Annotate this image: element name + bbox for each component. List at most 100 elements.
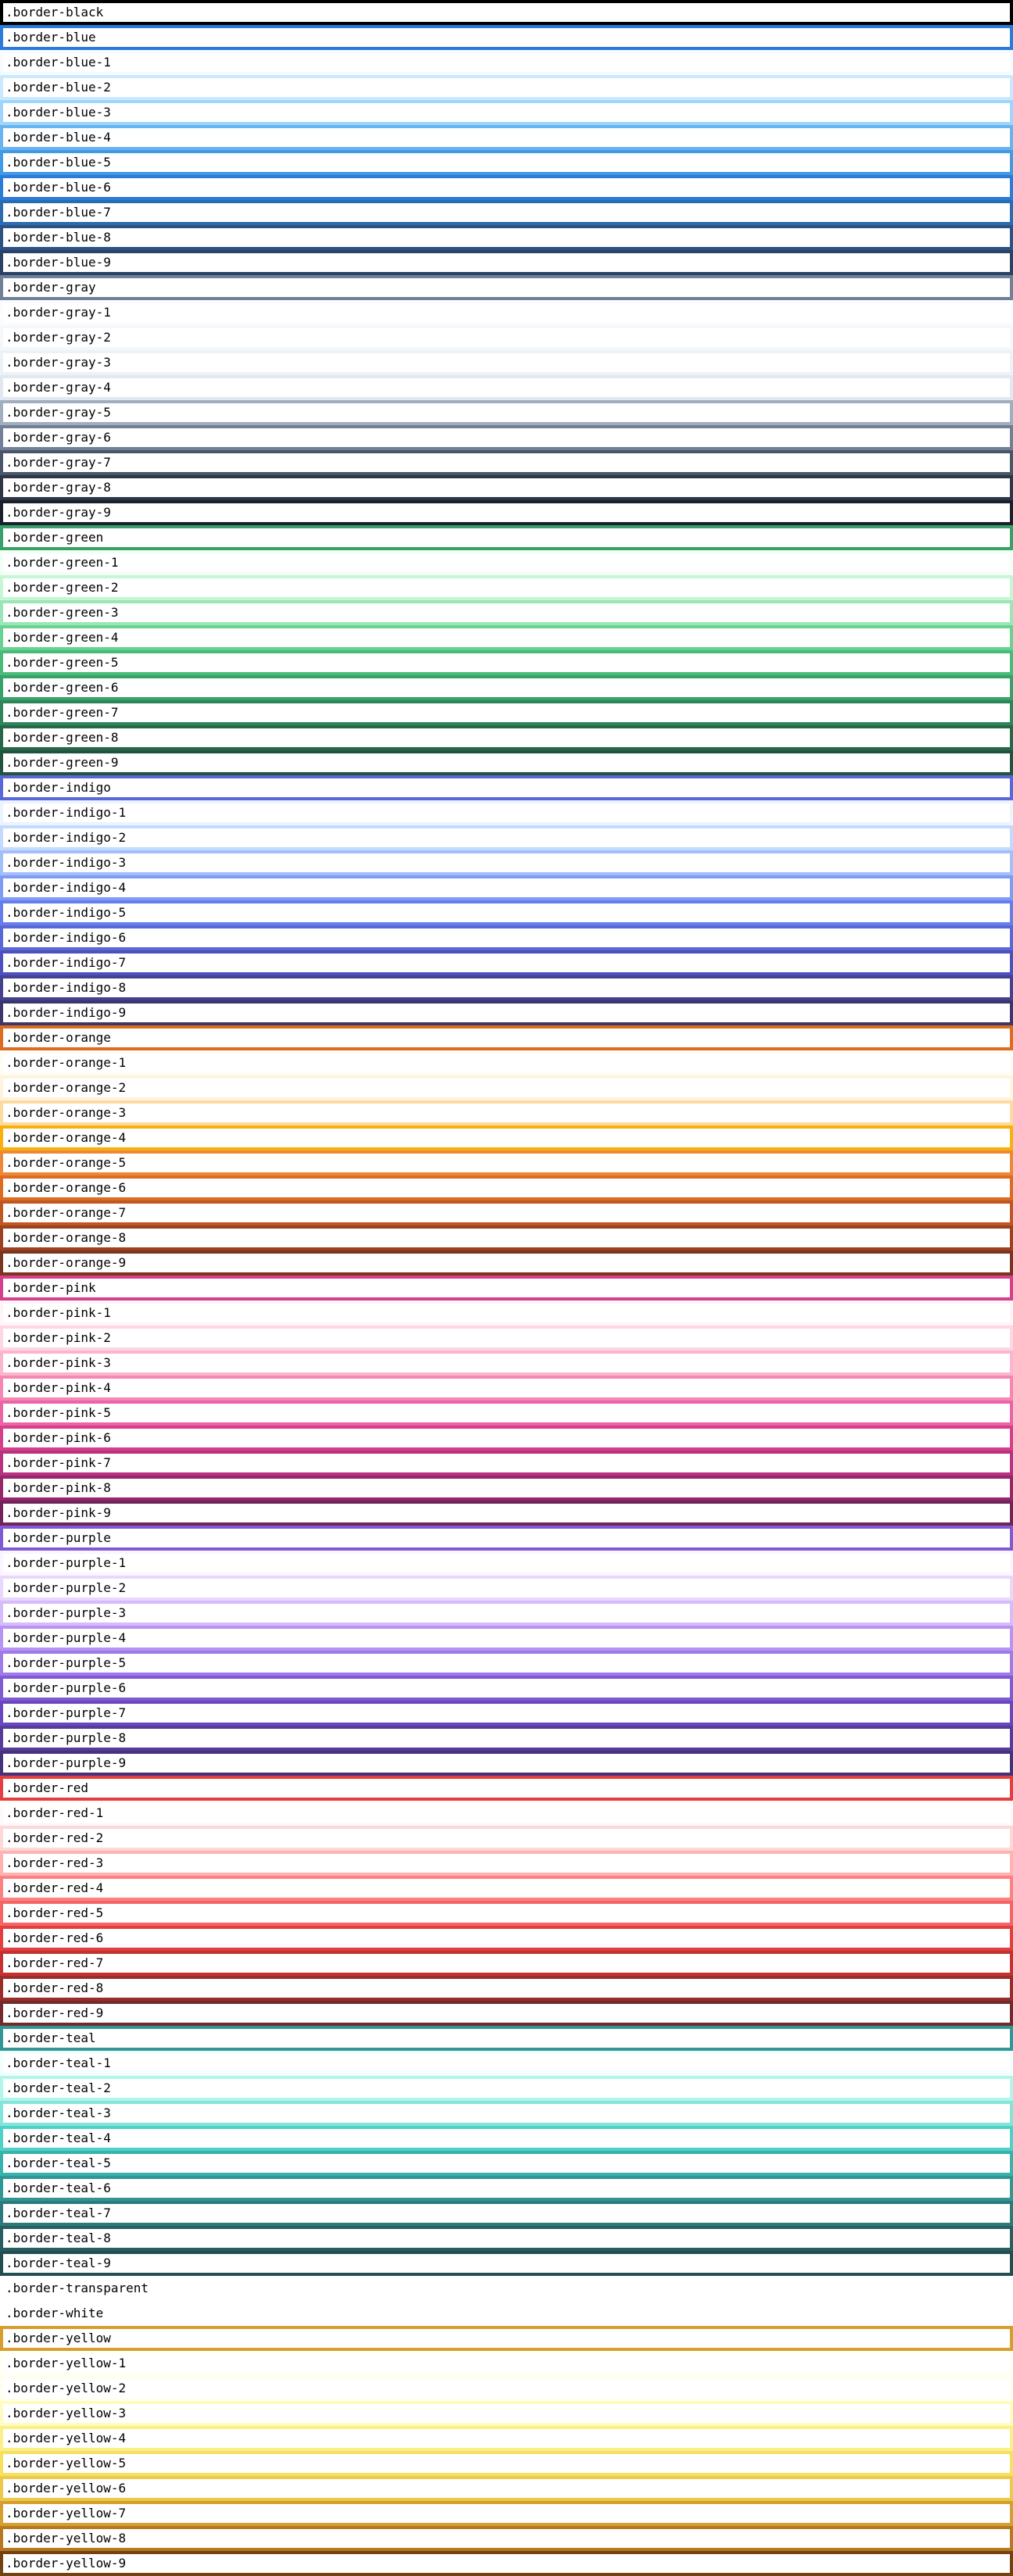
border-swatch-item: .border-red-2	[0, 1826, 1013, 1851]
border-swatch-item: .border-green-6	[0, 675, 1013, 700]
border-swatch-item: .border-pink-4	[0, 1376, 1013, 1401]
border-swatch-item: .border-teal-1	[0, 2051, 1013, 2076]
border-swatch-item: .border-indigo-9	[0, 1000, 1013, 1025]
border-swatch-item: .border-pink-3	[0, 1351, 1013, 1376]
border-swatch-item: .border-red-8	[0, 1976, 1013, 2001]
border-swatch-item: .border-teal-2	[0, 2076, 1013, 2101]
border-swatch-item: .border-teal-8	[0, 2226, 1013, 2251]
border-swatch-item: .border-orange-6	[0, 1175, 1013, 1200]
border-swatch-item: .border-yellow-8	[0, 2526, 1013, 2551]
border-swatch-item: .border-orange-1	[0, 1050, 1013, 1075]
border-swatch-item: .border-gray-6	[0, 425, 1013, 450]
border-swatch-item: .border-orange-2	[0, 1075, 1013, 1100]
border-swatch-item: .border-blue-9	[0, 250, 1013, 275]
border-swatch-item: .border-green-9	[0, 750, 1013, 775]
border-swatch-item: .border-blue-2	[0, 75, 1013, 100]
border-swatch-item: .border-gray-2	[0, 325, 1013, 350]
border-swatch-item: .border-gray-9	[0, 500, 1013, 525]
border-swatch-item: .border-gray-7	[0, 450, 1013, 475]
border-swatch-item: .border-purple-2	[0, 1576, 1013, 1601]
border-swatch-item: .border-indigo-7	[0, 950, 1013, 975]
border-swatch-item: .border-blue-6	[0, 175, 1013, 200]
border-swatch-item: .border-orange	[0, 1025, 1013, 1050]
border-swatch-item: .border-purple-3	[0, 1601, 1013, 1626]
border-swatch-item: .border-orange-4	[0, 1125, 1013, 1150]
border-swatch-item: .border-yellow	[0, 2326, 1013, 2351]
border-swatch-item: .border-purple-6	[0, 1676, 1013, 1701]
border-swatch-item: .border-gray-4	[0, 375, 1013, 400]
border-swatch-item: .border-green-5	[0, 650, 1013, 675]
border-swatch-item: .border-purple-5	[0, 1651, 1013, 1676]
border-swatch-item: .border-purple-8	[0, 1726, 1013, 1751]
border-swatch-item: .border-blue-5	[0, 150, 1013, 175]
border-swatch-item: .border-green	[0, 525, 1013, 550]
border-swatch-item: .border-yellow-4	[0, 2426, 1013, 2451]
border-swatch-item: .border-pink-9	[0, 1501, 1013, 1526]
border-swatch-item: .border-yellow-1	[0, 2351, 1013, 2376]
border-swatch-item: .border-orange-5	[0, 1150, 1013, 1175]
border-swatch-item: .border-teal-5	[0, 2151, 1013, 2176]
border-swatch-item: .border-purple-9	[0, 1751, 1013, 1776]
border-swatch-item: .border-purple-4	[0, 1626, 1013, 1651]
border-swatch-item: .border-indigo-3	[0, 850, 1013, 875]
border-swatch-item: .border-indigo-4	[0, 875, 1013, 900]
border-swatch-item: .border-blue-3	[0, 100, 1013, 125]
border-swatch-item: .border-teal-3	[0, 2101, 1013, 2126]
border-swatch-item: .border-pink-2	[0, 1326, 1013, 1351]
border-swatch-item: .border-teal-9	[0, 2251, 1013, 2276]
border-swatch-item: .border-yellow-7	[0, 2501, 1013, 2526]
border-swatch-item: .border-yellow-6	[0, 2476, 1013, 2501]
border-swatch-item: .border-red-3	[0, 1851, 1013, 1876]
border-swatch-item: .border-teal-4	[0, 2126, 1013, 2151]
border-swatch-item: .border-yellow-2	[0, 2376, 1013, 2401]
border-swatch-item: .border-orange-3	[0, 1100, 1013, 1125]
border-swatch-item: .border-pink-1	[0, 1301, 1013, 1326]
border-swatch-item: .border-indigo-1	[0, 800, 1013, 825]
border-swatch-item: .border-red-7	[0, 1951, 1013, 1976]
border-swatch-item: .border-green-1	[0, 550, 1013, 575]
border-swatch-item: .border-yellow-5	[0, 2451, 1013, 2476]
border-swatch-item: .border-purple-1	[0, 1551, 1013, 1576]
border-swatch-item: .border-blue	[0, 25, 1013, 50]
border-swatch-item: .border-blue-1	[0, 50, 1013, 75]
border-swatch-item: .border-orange-7	[0, 1200, 1013, 1225]
border-swatch-item: .border-indigo-2	[0, 825, 1013, 850]
border-swatch-item: .border-green-8	[0, 725, 1013, 750]
border-swatch-item: .border-yellow-9	[0, 2551, 1013, 2576]
border-swatch-item: .border-indigo-8	[0, 975, 1013, 1000]
border-swatch-item: .border-purple-7	[0, 1701, 1013, 1726]
border-swatch-item: .border-purple	[0, 1526, 1013, 1551]
border-swatch-item: .border-green-2	[0, 575, 1013, 600]
border-swatch-item: .border-indigo-6	[0, 925, 1013, 950]
border-swatch-item: .border-white	[0, 2301, 1013, 2326]
border-swatch-item: .border-yellow-3	[0, 2401, 1013, 2426]
border-swatch-item: .border-gray	[0, 275, 1013, 300]
border-swatch-item: .border-pink-8	[0, 1476, 1013, 1501]
border-swatch-item: .border-red-6	[0, 1926, 1013, 1951]
border-swatch-item: .border-red-5	[0, 1901, 1013, 1926]
border-swatch-item: .border-green-3	[0, 600, 1013, 625]
border-swatch-item: .border-blue-4	[0, 125, 1013, 150]
border-swatch-item: .border-red	[0, 1776, 1013, 1801]
border-swatch-item: .border-teal-7	[0, 2201, 1013, 2226]
border-swatch-item: .border-transparent	[5, 2281, 149, 2295]
border-swatch-item: .border-gray-5	[0, 400, 1013, 425]
border-swatch-item: .border-green-4	[0, 625, 1013, 650]
border-swatch-item: .border-pink-6	[0, 1426, 1013, 1451]
border-swatch-item: .border-orange-9	[0, 1250, 1013, 1275]
border-swatch-item: .border-red-1	[0, 1801, 1013, 1826]
border-swatch-item: .border-blue-8	[0, 225, 1013, 250]
border-swatch-item: .border-teal-6	[0, 2176, 1013, 2201]
border-swatch-item: .border-gray-8	[0, 475, 1013, 500]
border-swatch-item: .border-gray-1	[0, 300, 1013, 325]
border-swatch-item: .border-indigo	[0, 775, 1013, 800]
border-swatch-item: .border-pink-7	[0, 1451, 1013, 1476]
border-swatch-item: .border-pink	[0, 1275, 1013, 1301]
border-swatch-item: .border-pink-5	[0, 1401, 1013, 1426]
border-swatch-item: .border-gray-3	[0, 350, 1013, 375]
border-swatch-item: .border-black	[0, 0, 1013, 25]
border-swatch-item: .border-blue-7	[0, 200, 1013, 225]
border-swatch-item: .border-red-4	[0, 1876, 1013, 1901]
border-swatch-item: .border-green-7	[0, 700, 1013, 725]
